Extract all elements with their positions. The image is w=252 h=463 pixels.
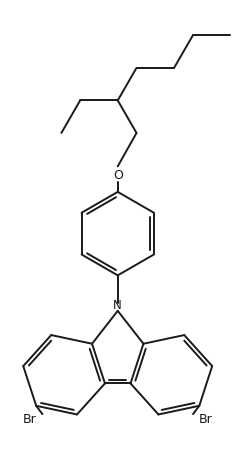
Text: O: O	[113, 169, 123, 182]
Text: N: N	[113, 299, 122, 312]
Text: Br: Br	[23, 412, 37, 425]
Text: Br: Br	[199, 412, 212, 425]
